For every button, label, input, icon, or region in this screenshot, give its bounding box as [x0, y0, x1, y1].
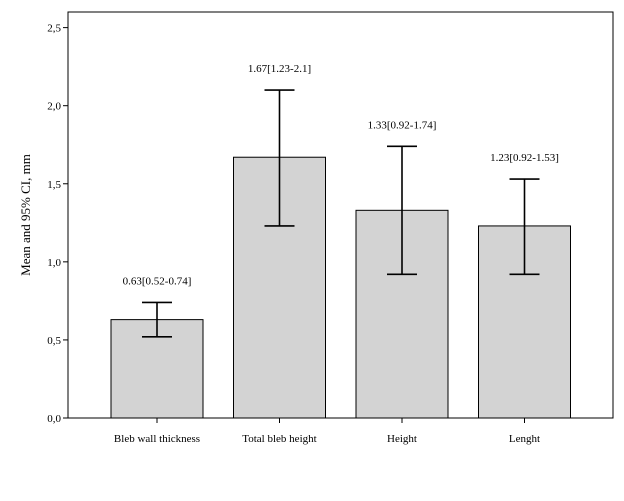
y-tick-label: 0,0: [47, 413, 61, 425]
y-axis-label: Mean and 95% CI, mm: [18, 154, 33, 276]
x-tick-label: Total bleb height: [242, 433, 316, 445]
y-tick-label: 1,5: [47, 179, 61, 191]
annotations: 0.63[0.52-0.74] 1.67[1.23-2.1] 1.33[0.92-1…: [123, 63, 559, 287]
data-label: 1.67[1.23-2.1]: [248, 63, 311, 75]
y-tick-label: 2,0: [47, 101, 61, 113]
y-axis: 0,0 0,5 1,0 1,5 2,0 2,5: [47, 23, 68, 425]
x-tick-label: Lenght: [509, 433, 540, 445]
x-axis: Bleb wall thickness Total bleb height Heig…: [114, 418, 540, 445]
data-label: 0.63[0.52-0.74]: [123, 275, 192, 287]
x-tick-label: Height: [387, 433, 417, 445]
data-label: 1.33[0.92-1.74]: [368, 119, 437, 131]
data-label: 1.23[0.92-1.53]: [490, 152, 559, 164]
x-tick-label: Bleb wall thickness: [114, 433, 200, 445]
y-tick-label: 1,0: [47, 257, 61, 269]
bars: [110, 156, 571, 419]
y-tick-label: 2,5: [47, 23, 61, 35]
plot-area-frame: [67, 11, 614, 419]
y-tick-label: 0,5: [47, 335, 61, 347]
error-bars: [142, 89, 540, 338]
